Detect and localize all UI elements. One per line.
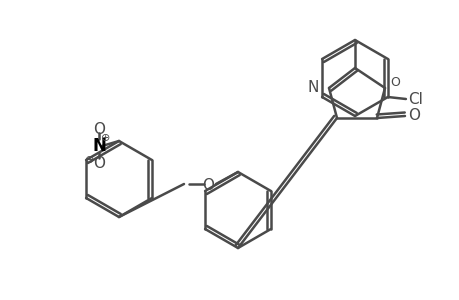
Text: O: O: [93, 122, 105, 137]
Text: O: O: [93, 155, 105, 170]
Text: O: O: [202, 178, 213, 193]
Text: Cl: Cl: [407, 92, 422, 106]
Text: ⊖: ⊖: [85, 155, 95, 165]
Text: N: N: [92, 137, 106, 155]
Text: O: O: [389, 76, 399, 88]
Text: N: N: [307, 80, 318, 95]
Text: O: O: [407, 109, 419, 124]
Text: ⊕: ⊕: [101, 133, 111, 143]
